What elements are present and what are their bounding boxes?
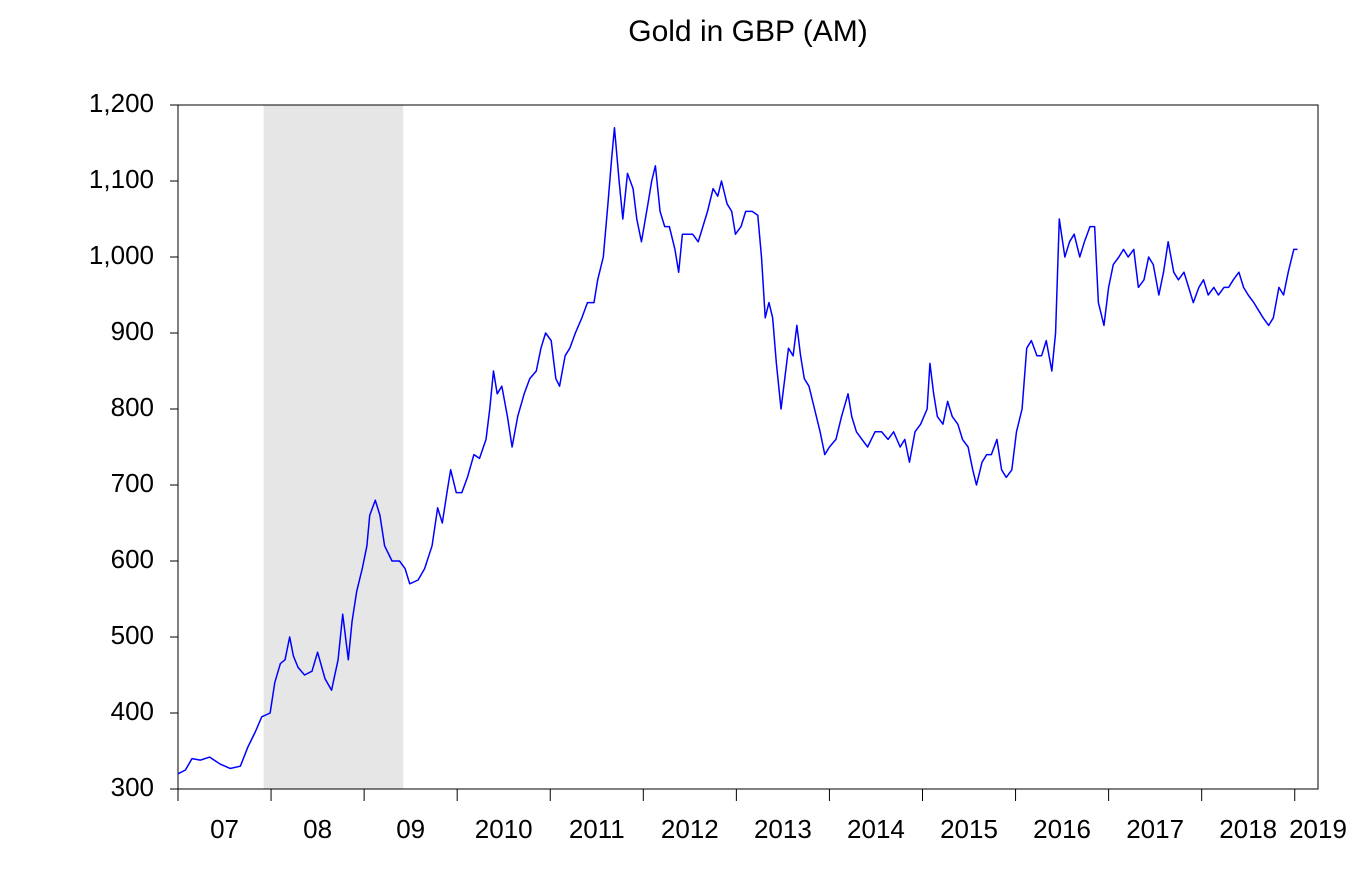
y-tick-label: 400 bbox=[111, 696, 154, 726]
x-tick-label: 2018 bbox=[1219, 814, 1277, 844]
x-tick-label: 2010 bbox=[475, 814, 533, 844]
x-tick-label: 08 bbox=[303, 814, 332, 844]
x-tick-label: 2016 bbox=[1033, 814, 1091, 844]
x-tick-label: 09 bbox=[396, 814, 425, 844]
y-tick-label: 1,000 bbox=[89, 240, 154, 270]
x-tick-label: 2012 bbox=[661, 814, 719, 844]
y-tick-label: 700 bbox=[111, 468, 154, 498]
y-tick-label: 800 bbox=[111, 392, 154, 422]
x-tick-label: 2019 bbox=[1289, 814, 1347, 844]
y-tick-label: 1,200 bbox=[89, 88, 154, 118]
y-tick-label: 900 bbox=[111, 316, 154, 346]
y-tick-label: 600 bbox=[111, 544, 154, 574]
x-tick-label: 2014 bbox=[847, 814, 905, 844]
y-tick-label: 1,100 bbox=[89, 164, 154, 194]
x-tick-label: 2017 bbox=[1126, 814, 1184, 844]
shaded-period bbox=[263, 105, 404, 789]
y-tick-label: 500 bbox=[111, 620, 154, 650]
x-tick-label: 2013 bbox=[754, 814, 812, 844]
x-tick-label: 2015 bbox=[940, 814, 998, 844]
x-tick-label: 2011 bbox=[569, 814, 625, 844]
plot-frame bbox=[177, 104, 1319, 790]
x-tick-label: 07 bbox=[210, 814, 239, 844]
chart-title: Gold in GBP (AM) bbox=[628, 15, 868, 48]
data-line bbox=[177, 127, 1298, 775]
y-tick-label: 300 bbox=[111, 772, 154, 802]
